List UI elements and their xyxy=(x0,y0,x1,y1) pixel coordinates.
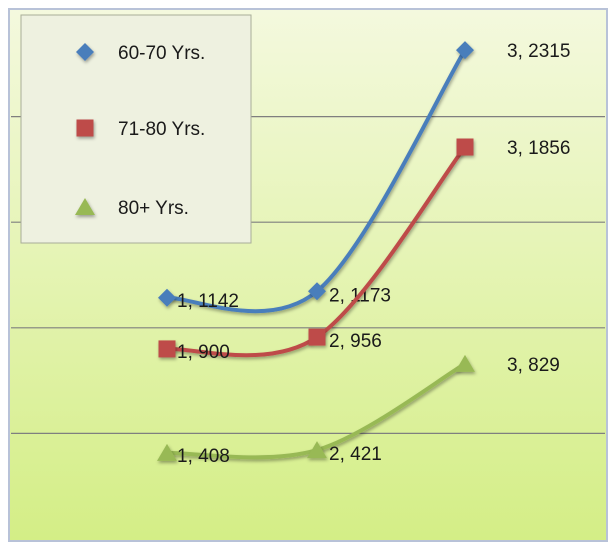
legend: 60-70 Yrs. 71-80 Yrs. 80+ Yrs. xyxy=(20,14,252,244)
data-label: 1, 408 xyxy=(177,446,230,467)
data-label: 1, 900 xyxy=(177,342,230,363)
data-point-marker xyxy=(158,340,176,358)
data-label: 3, 1856 xyxy=(507,138,570,159)
legend-marker xyxy=(76,119,94,137)
data-point-marker xyxy=(157,443,177,461)
data-label: 2, 956 xyxy=(329,331,382,352)
data-point-marker xyxy=(456,138,474,156)
legend-item: 71-80 Yrs. xyxy=(52,119,205,140)
legend-item: 80+ Yrs. xyxy=(52,198,189,219)
data-point-marker xyxy=(308,282,326,301)
data-label: 1, 1142 xyxy=(177,291,239,312)
data-point-marker xyxy=(308,328,326,346)
data-point-marker xyxy=(158,288,176,307)
legend-marker xyxy=(75,198,95,215)
legend-marker xyxy=(76,43,94,61)
data-label: 2, 421 xyxy=(329,444,382,465)
data-label: 3, 829 xyxy=(507,355,560,376)
legend-label: 71-80 Yrs. xyxy=(118,119,205,140)
data-label: 3, 2315 xyxy=(507,41,570,62)
legend-item: 60-70 Yrs. xyxy=(52,43,205,64)
series-2: 1, 900 2, 956 3, 1856 xyxy=(158,138,570,363)
data-point-marker xyxy=(456,41,474,60)
series-3: 1, 408 2, 421 3, 829 xyxy=(157,354,560,467)
legend-label: 80+ Yrs. xyxy=(118,198,189,219)
data-point-marker xyxy=(455,354,475,372)
legend-label: 60-70 Yrs. xyxy=(118,43,205,64)
data-point-marker xyxy=(307,441,327,459)
